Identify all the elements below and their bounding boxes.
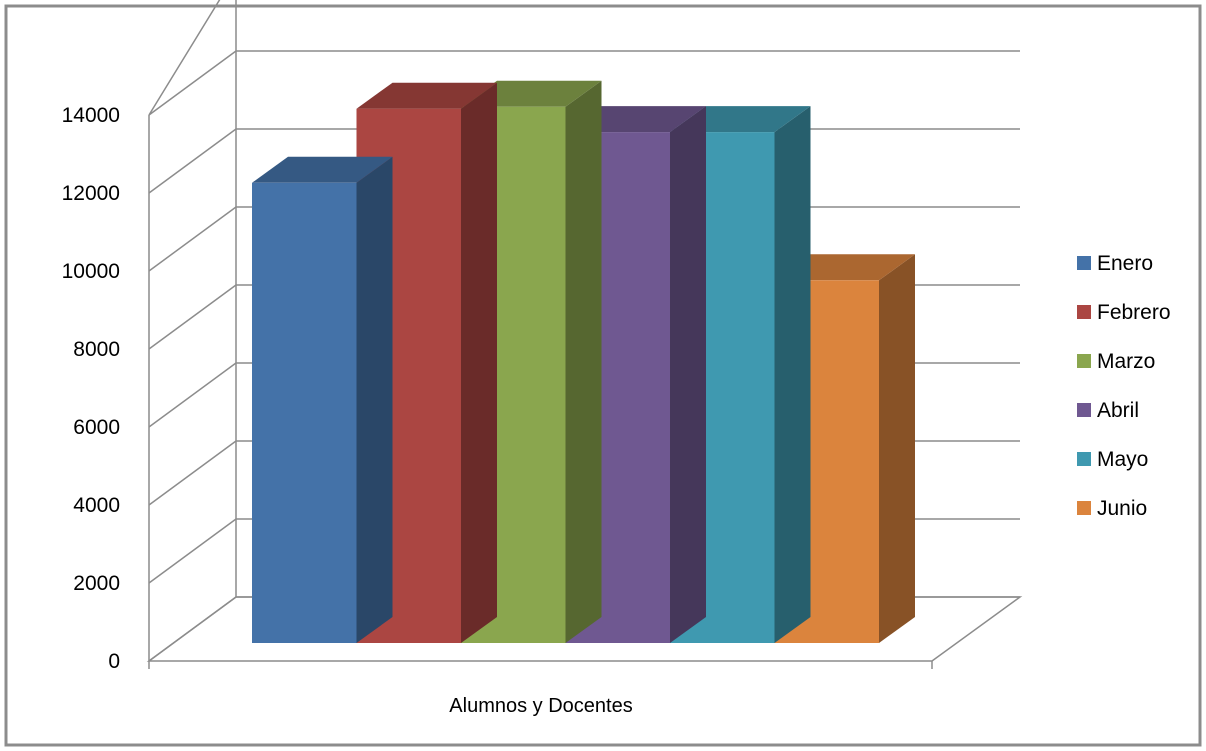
legend-swatch <box>1077 305 1091 319</box>
x-axis-title: Alumnos y Docentes <box>449 695 632 717</box>
chart-floor <box>146 596 1023 662</box>
gridline-side <box>148 284 237 350</box>
y-tick-label: 0 <box>108 650 120 673</box>
legend-label: Febrero <box>1097 301 1171 324</box>
legend-item: Febrero <box>1077 301 1171 324</box>
bar-side <box>879 254 915 644</box>
bar-side <box>565 80 602 643</box>
legend-swatch <box>1077 354 1091 368</box>
bar-top <box>356 82 497 109</box>
legend-swatch <box>1077 256 1091 270</box>
legend-label: Abril <box>1097 399 1139 422</box>
legend-label: Junio <box>1097 497 1147 520</box>
bar-enero <box>252 156 393 644</box>
y-tick-label: 10000 <box>62 260 120 283</box>
gridline-side <box>148 50 237 116</box>
legend-item: Junio <box>1077 497 1147 520</box>
bar-side <box>461 82 497 643</box>
bar-front <box>252 182 357 644</box>
legend-swatch <box>1077 452 1091 466</box>
gridline-side <box>148 0 221 116</box>
y-tick-label: 4000 <box>73 494 120 517</box>
legend-label: Mayo <box>1097 448 1148 471</box>
bar-side <box>356 156 393 644</box>
y-tick-label: 2000 <box>73 572 120 595</box>
legend-swatch <box>1077 501 1091 515</box>
legend-label: Enero <box>1097 252 1153 275</box>
gridline-side <box>148 440 237 506</box>
bar-side <box>670 106 706 644</box>
gridline-side <box>148 206 237 272</box>
bar-top <box>252 156 393 183</box>
legend-item: Mayo <box>1077 448 1148 471</box>
legend-label: Marzo <box>1097 350 1155 373</box>
legend-item: Abril <box>1077 399 1139 422</box>
chart-bars <box>252 80 915 644</box>
legend-swatch <box>1077 403 1091 417</box>
y-tick-label: 12000 <box>62 182 120 205</box>
gridline-side <box>148 362 237 428</box>
y-axis-ticks: 0 2000 4000 6000 8000 10000 12000 14000 <box>62 104 120 673</box>
chart-legend: Enero Febrero Marzo Abril Mayo Junio <box>1077 252 1171 520</box>
bar-side <box>774 106 811 644</box>
y-tick-label: 8000 <box>73 338 120 361</box>
gridline-side <box>148 128 237 194</box>
gridline-side <box>148 518 237 584</box>
legend-item: Marzo <box>1077 350 1155 373</box>
y-tick-label: 6000 <box>73 416 120 439</box>
legend-item: Enero <box>1077 252 1153 275</box>
y-tick-label: 14000 <box>62 104 120 127</box>
